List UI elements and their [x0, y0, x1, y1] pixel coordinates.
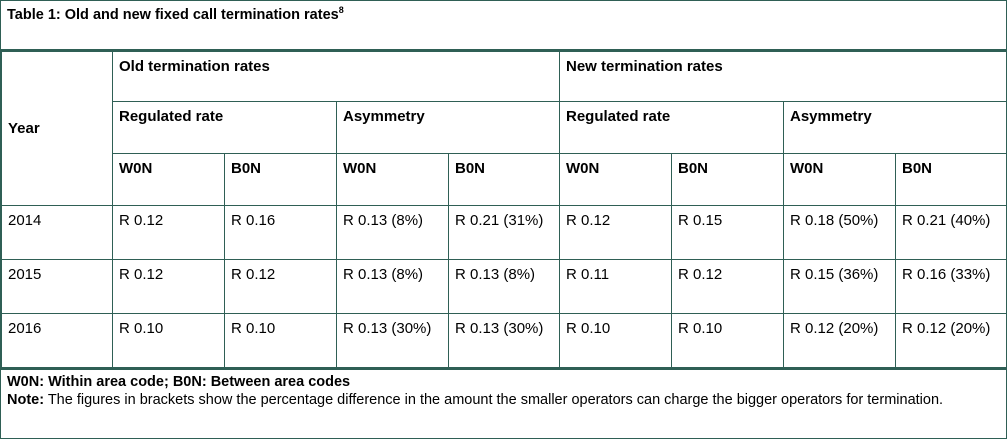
- table-cell: R 0.18 (50%): [783, 205, 896, 260]
- year-header: Year: [1, 51, 113, 206]
- new-asymmetry-header: Asymmetry: [782, 101, 1007, 154]
- caption-text: Table 1: Old and new fixed call terminat…: [7, 7, 339, 23]
- abbreviation-legend: W0N: Within area code; B0N: Between area…: [7, 373, 1000, 391]
- new-regulated-header: Regulated rate: [559, 101, 784, 154]
- table-cell: R 0.10: [671, 313, 784, 368]
- header-row-codes: W0N B0N W0N B0N W0N B0N W0N B0N: [2, 153, 1007, 206]
- old-asymmetry-header: Asymmetry: [336, 101, 560, 154]
- table-row: 2016 R 0.10 R 0.10 R 0.13 (30%) R 0.13 (…: [1, 313, 1007, 368]
- table-cell: R 0.13 (8%): [336, 259, 449, 314]
- table-caption: Table 1: Old and new fixed call terminat…: [1, 1, 1006, 51]
- old-rates-header: Old termination rates: [112, 51, 560, 102]
- table-note: Note: The figures in brackets show the p…: [7, 391, 1000, 409]
- table-cell: R 0.12 (20%): [894, 313, 1007, 368]
- new-asymmetry-won-header: W0N: [783, 153, 896, 206]
- footnote-reference: 8: [338, 5, 344, 16]
- header-row-groups: Year Old termination rates New terminati…: [1, 51, 1007, 206]
- termination-rates-table: Year Old termination rates New terminati…: [1, 51, 1007, 368]
- old-regulated-won-header: W0N: [112, 153, 225, 206]
- new-regulated-won-header: W0N: [559, 153, 672, 206]
- table-cell: R 0.21 (40%): [894, 205, 1007, 260]
- year-cell: 2016: [1, 313, 113, 368]
- new-rates-header: New termination rates: [558, 51, 1007, 102]
- table-cell: R 0.10: [559, 313, 672, 368]
- table-cell: R 0.13 (8%): [336, 205, 449, 260]
- table-row: 2014 R 0.12 R 0.16 R 0.13 (8%) R 0.21 (3…: [1, 205, 1007, 260]
- table-cell: R 0.12: [559, 205, 672, 260]
- table-cell: R 0.10: [112, 313, 225, 368]
- table-cell: R 0.21 (31%): [448, 205, 560, 260]
- old-regulated-bon-header: B0N: [224, 153, 337, 206]
- table-cell: R 0.16 (33%): [894, 259, 1007, 314]
- year-cell: 2014: [1, 205, 113, 260]
- table-cell: R 0.16: [224, 205, 337, 260]
- table-cell: R 0.10: [224, 313, 337, 368]
- table-cell: R 0.12: [112, 205, 225, 260]
- table-cell: R 0.13 (30%): [448, 313, 560, 368]
- old-asymmetry-bon-header: B0N: [448, 153, 560, 206]
- table-cell: R 0.13 (8%): [448, 259, 560, 314]
- note-text: The figures in brackets show the percent…: [44, 392, 944, 408]
- new-regulated-bon-header: B0N: [671, 153, 784, 206]
- old-regulated-header: Regulated rate: [112, 101, 337, 154]
- note-label: Note:: [7, 392, 45, 408]
- table-cell: R 0.12: [671, 259, 784, 314]
- table-row: 2015 R 0.12 R 0.12 R 0.13 (8%) R 0.13 (8…: [1, 259, 1007, 314]
- table-cell: R 0.12: [224, 259, 337, 314]
- old-asymmetry-won-header: W0N: [336, 153, 449, 206]
- year-cell: 2015: [1, 259, 113, 314]
- table-cell: R 0.12: [112, 259, 225, 314]
- table-cell: R 0.15 (36%): [783, 259, 896, 314]
- table-cell: R 0.13 (30%): [336, 313, 449, 368]
- table-cell: R 0.11: [559, 259, 672, 314]
- new-asymmetry-bon-header: B0N: [894, 153, 1007, 206]
- header-row-types: Regulated rate Asymmetry Regulated rate …: [2, 101, 1007, 154]
- table-cell: R 0.15: [671, 205, 784, 260]
- legend-text: W0N: Within area code; B0N: Between area…: [7, 374, 351, 390]
- table-footer: W0N: Within area code; B0N: Between area…: [1, 368, 1006, 409]
- table-cell: R 0.12 (20%): [783, 313, 896, 368]
